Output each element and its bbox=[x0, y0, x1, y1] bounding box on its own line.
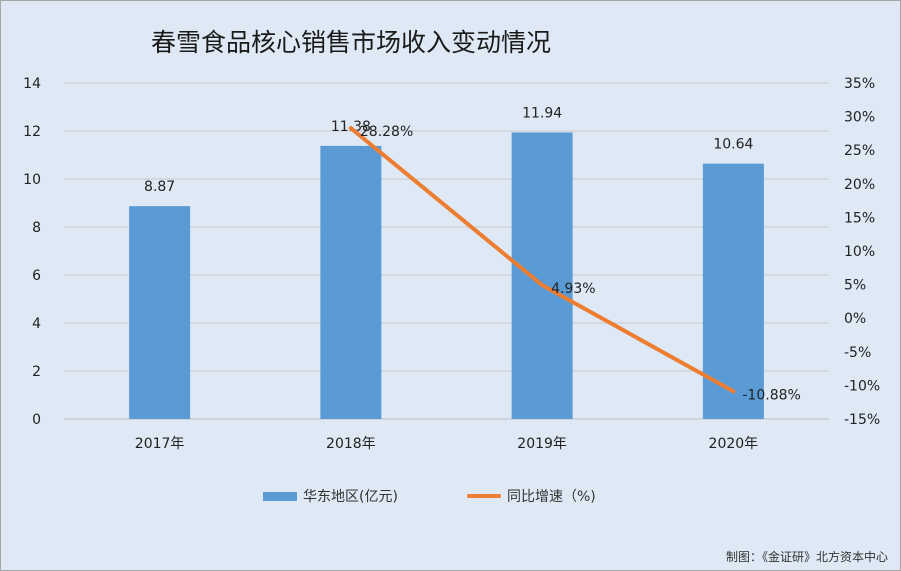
y-left-tick-label: 2 bbox=[32, 364, 41, 380]
line-point bbox=[348, 126, 353, 131]
y-right-tick-label: -10% bbox=[844, 378, 880, 394]
line-point bbox=[731, 389, 736, 394]
bar bbox=[129, 206, 191, 419]
legend-line-swatch bbox=[467, 494, 501, 498]
chart-title: 春雪食品核心销售市场收入变动情况 bbox=[151, 28, 552, 57]
line-value-label: -10.88% bbox=[742, 387, 800, 403]
y-left-tick-label: 10 bbox=[23, 172, 41, 188]
y-right-tick-label: 35% bbox=[844, 76, 875, 92]
bar bbox=[511, 132, 573, 419]
bar-value-label: 8.87 bbox=[144, 179, 175, 195]
bar-value-label: 10.64 bbox=[713, 137, 753, 153]
line-value-label: 28.28% bbox=[360, 124, 413, 140]
y-right-tick-label: 25% bbox=[844, 143, 875, 159]
line-point bbox=[540, 283, 545, 288]
legend-line-label: 同比增速（%) bbox=[507, 489, 596, 505]
y-left-tick-label: 6 bbox=[32, 268, 41, 284]
y-right-tick-label: 20% bbox=[844, 177, 875, 193]
y-left-tick-label: 8 bbox=[32, 220, 41, 236]
y-left-tick-label: 4 bbox=[32, 316, 41, 332]
y-right-tick-label: 15% bbox=[844, 210, 875, 226]
y-left-tick-label: 0 bbox=[32, 412, 41, 428]
y-right-tick-label: 0% bbox=[844, 311, 866, 327]
line-value-label: 4.93% bbox=[551, 281, 595, 297]
y-right-tick-label: 5% bbox=[844, 278, 866, 294]
y-left-tick-label: 14 bbox=[23, 76, 41, 92]
y-right-tick-label: 30% bbox=[844, 110, 875, 126]
y-right-tick-label: -15% bbox=[844, 412, 880, 428]
legend-item-bar: 华东地区(亿元) bbox=[263, 486, 398, 506]
x-tick-label: 2017年 bbox=[135, 436, 185, 452]
y-right-tick-label: 10% bbox=[844, 244, 875, 260]
y-right-tick-label: -5% bbox=[844, 345, 871, 361]
bar-value-label: 11.94 bbox=[522, 105, 562, 121]
legend-bar-label: 华东地区(亿元) bbox=[303, 489, 398, 505]
legend-item-line: 同比增速（%) bbox=[467, 486, 596, 506]
x-tick-label: 2019年 bbox=[517, 436, 567, 452]
x-tick-label: 2018年 bbox=[326, 436, 376, 452]
legend-bar-swatch bbox=[263, 491, 297, 501]
legend: 华东地区(亿元) 同比增速（%) bbox=[1, 486, 900, 506]
bar bbox=[320, 145, 382, 419]
x-tick-label: 2020年 bbox=[709, 436, 759, 452]
y-left-tick-label: 12 bbox=[23, 124, 41, 140]
credit-text: 制图：《金证研》北方资本中心 bbox=[725, 550, 888, 564]
bar bbox=[702, 163, 764, 419]
